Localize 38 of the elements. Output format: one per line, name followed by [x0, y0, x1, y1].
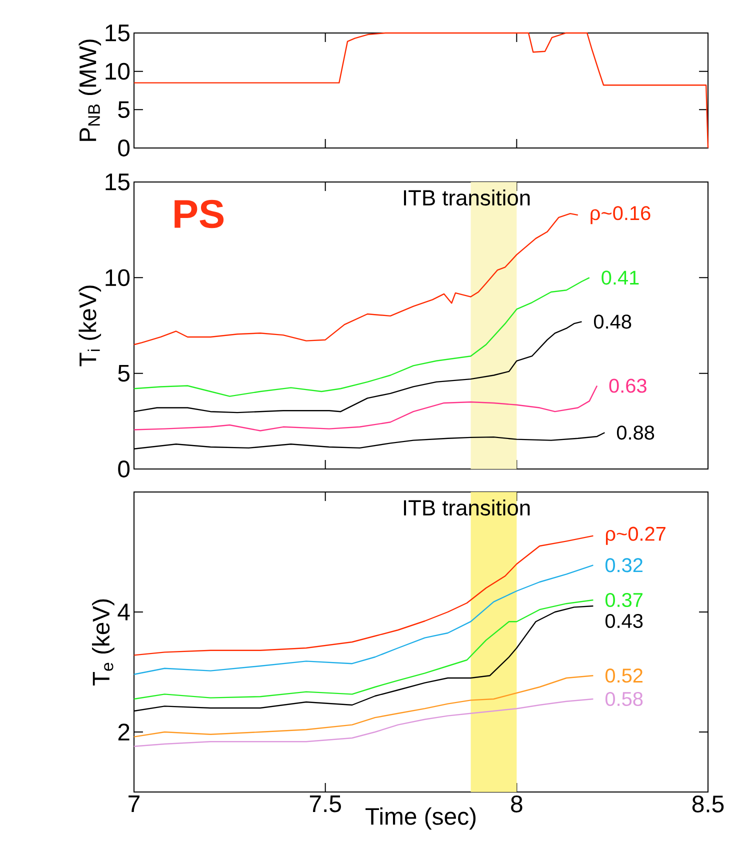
series-label: 0.63 — [609, 378, 646, 393]
series-label: 0.58 — [605, 692, 643, 706]
series-label: 0.48 — [594, 314, 632, 329]
series-label: ρ~0.27 — [606, 526, 666, 545]
series-label: 0.41 — [602, 270, 639, 285]
y-tick-label: 5 — [118, 364, 130, 382]
y-tick-label: 5 — [118, 101, 130, 118]
y-tick-label: 0 — [118, 460, 130, 478]
band-label: ITB transition — [404, 499, 530, 516]
y-tick-label: 2 — [118, 724, 130, 740]
series-label: ρ~0.16 — [590, 206, 650, 224]
y-tick-label: 10 — [106, 62, 130, 80]
y-tick-label: 0 — [118, 140, 130, 156]
line-series — [133, 277, 590, 397]
x-tick-label: 8 — [511, 796, 522, 812]
x-tick-label: 8.5 — [692, 796, 724, 812]
series-label: 0.52 — [605, 668, 642, 683]
line-series — [133, 385, 598, 432]
line-series — [133, 32, 709, 149]
series-label: 0.88 — [616, 426, 654, 440]
band-label: ITB transition — [404, 189, 530, 206]
series-label: 0.37 — [605, 592, 642, 608]
series-label: 0.43 — [605, 614, 643, 628]
y-tick-label: 4 — [118, 604, 130, 620]
x-tick-label: 7 — [128, 796, 140, 812]
series-label: 0.32 — [605, 558, 642, 572]
x-tick-label: 7.5 — [310, 796, 341, 812]
line-series — [133, 564, 594, 675]
y-axis-title: P$_{NB}$ (MW) — [78, 40, 102, 141]
x-axis-title: Time (sec) — [366, 807, 476, 830]
y-axis-title: T$_{e}$ (keV) — [92, 599, 114, 686]
y-tick-label: 15 — [106, 24, 130, 42]
y-tick-label: 10 — [106, 269, 130, 286]
annotation: PS — [174, 200, 224, 228]
y-axis-title: T$_{i}$ (keV) — [78, 286, 102, 366]
line-series — [133, 535, 594, 656]
y-tick-label: 15 — [106, 174, 130, 190]
line-series — [133, 599, 594, 700]
